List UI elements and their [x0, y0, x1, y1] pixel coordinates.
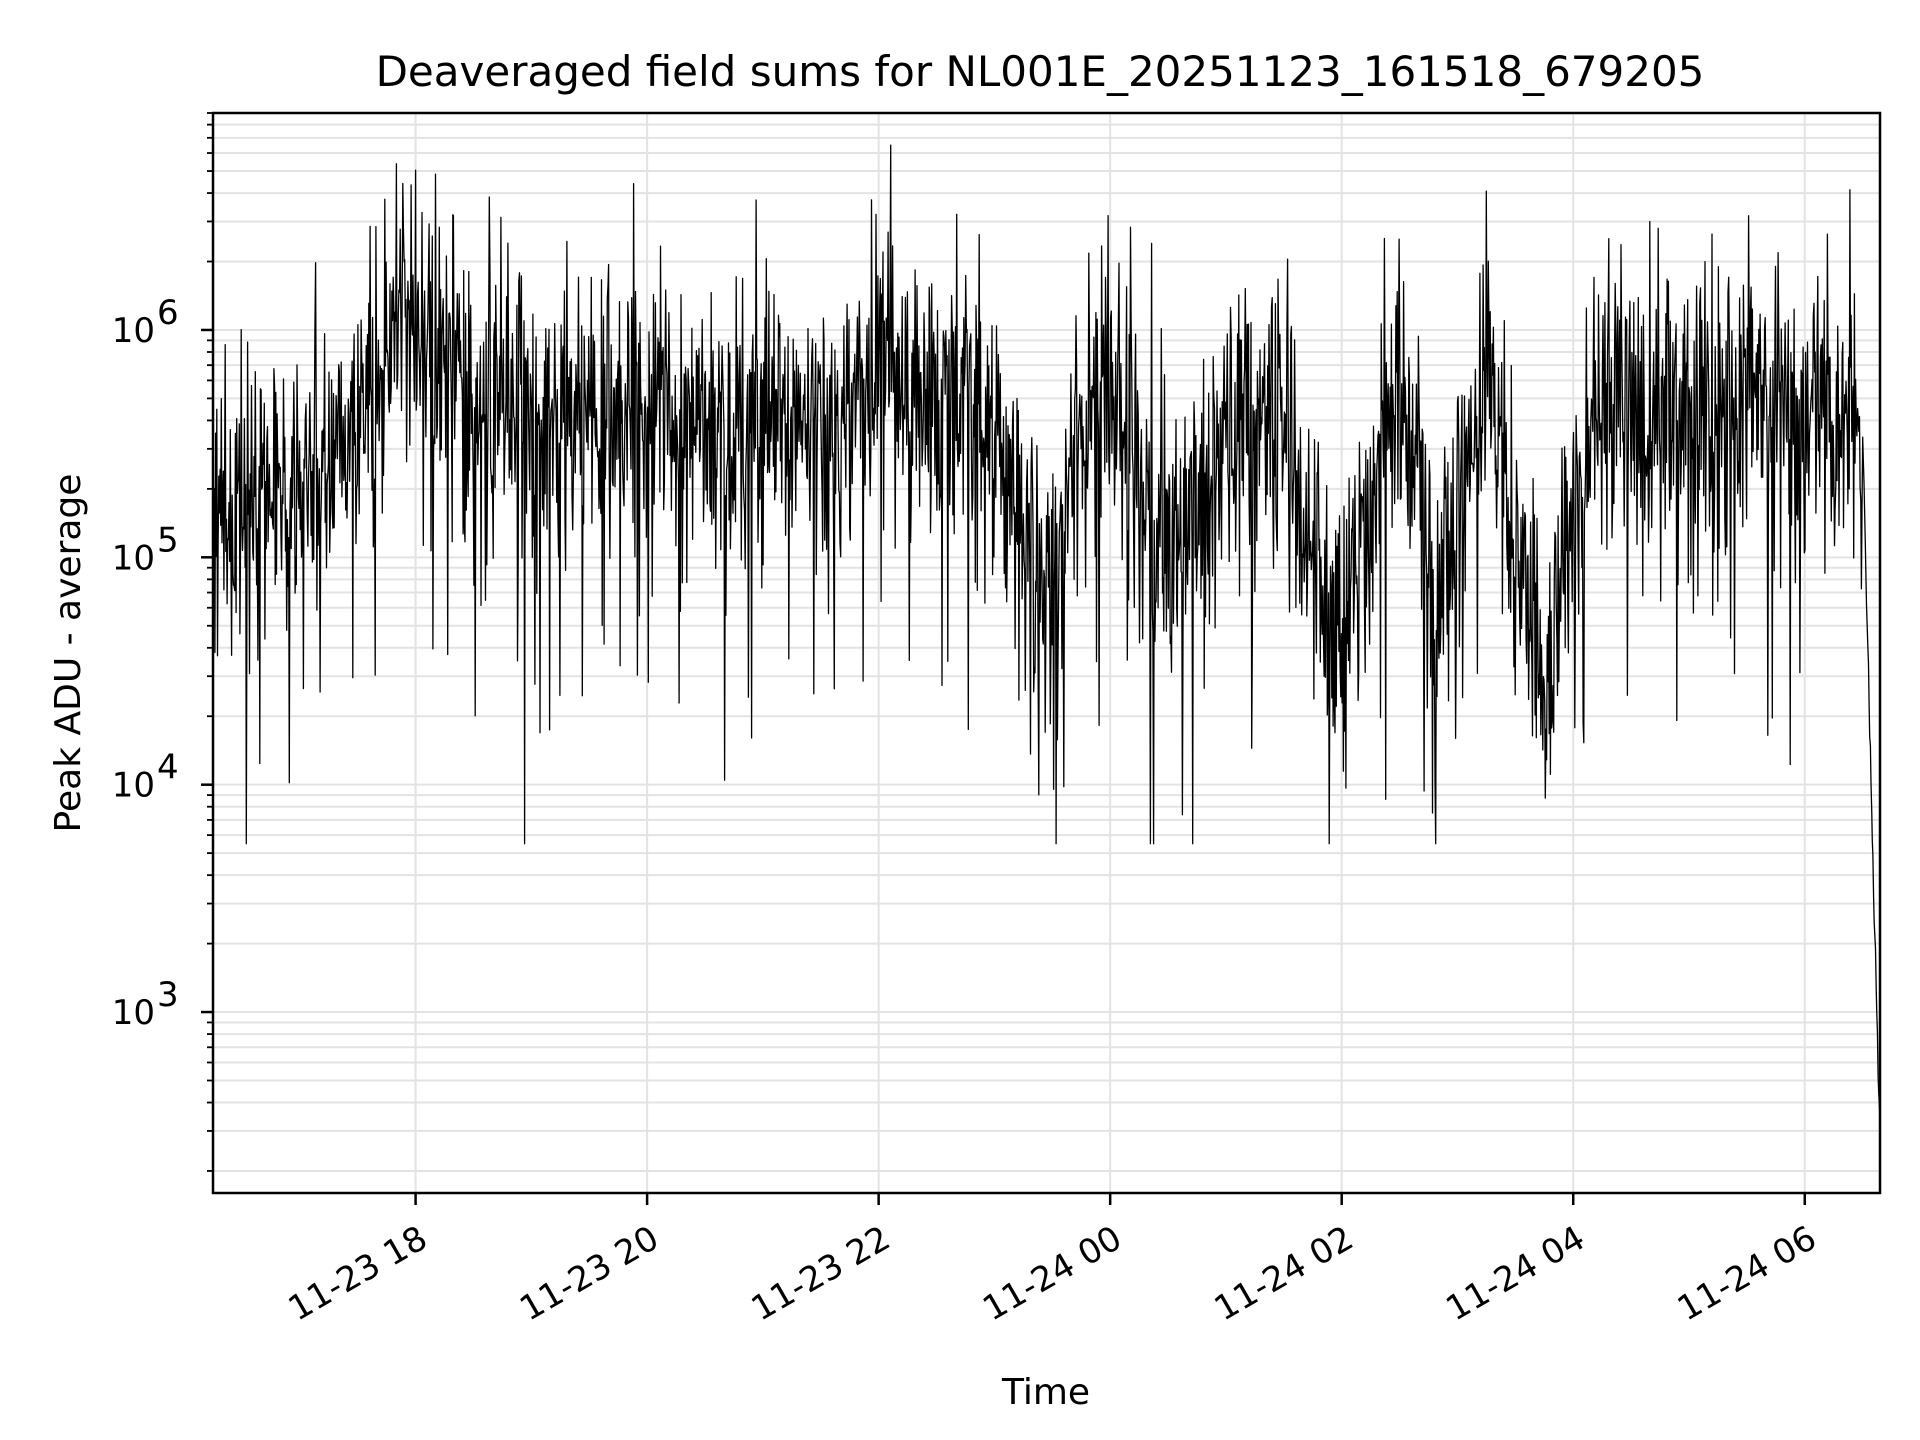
y-tick-label-exponent: 4 [157, 748, 179, 788]
y-tick-label-base: 10 [112, 311, 155, 351]
y-tick-label-base: 10 [112, 766, 155, 806]
series-line [212, 144, 1881, 1121]
y-tick-label-exponent: 3 [157, 975, 179, 1015]
y-tick-label-base: 10 [112, 993, 155, 1033]
y-tick-label-base: 10 [112, 538, 155, 578]
chart-title: Deaveraged field sums for NL001E_2025112… [376, 47, 1705, 96]
y-axis-label: Peak ADU - average [48, 474, 89, 833]
x-axis-label: Time [1001, 1372, 1090, 1413]
y-tick-label-exponent: 5 [157, 520, 179, 560]
axes-frame [211, 111, 1882, 1195]
y-tick-label-exponent: 6 [157, 293, 179, 333]
series-layer [212, 144, 1881, 1121]
y-tick-label: 10 [112, 538, 155, 578]
y-tick-label: 10 [112, 766, 155, 806]
y-tick-label: 10 [112, 311, 155, 351]
y-tick-label: 10 [112, 993, 155, 1033]
